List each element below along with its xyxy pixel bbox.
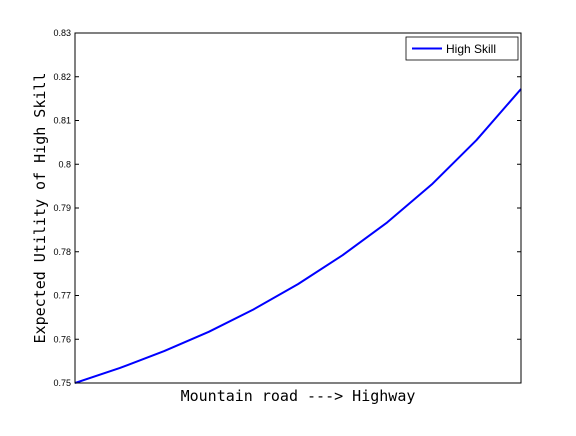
legend-box — [405, 36, 519, 61]
y-ticks: 0.75 0.76 0.77 0.78 0.79 0.8 0.81 0.82 0.83 — [53, 28, 521, 388]
y-tick-label: 0.77 — [53, 291, 71, 301]
y-tick-label: 0.82 — [53, 72, 71, 82]
plot-frame — [74, 32, 522, 384]
legend: High Skill — [405, 36, 519, 61]
y-tick-label: 0.8 — [58, 159, 71, 169]
y-tick-label: 0.75 — [53, 378, 71, 388]
series-line-high-skill — [74, 88, 522, 384]
y-tick-label: 0.81 — [53, 116, 71, 126]
x-axis-label: Mountain road ---> Highway — [181, 387, 416, 405]
y-tick-label: 0.76 — [53, 334, 71, 344]
y-tick-label: 0.79 — [53, 203, 71, 213]
y-tick-label: 0.78 — [53, 247, 71, 257]
y-tick-label: 0.83 — [53, 28, 71, 38]
series-layer — [74, 88, 522, 384]
y-axis-label: Expected Utility of High Skill — [31, 73, 49, 344]
legend-label: High Skill — [446, 42, 496, 56]
plot-area — [75, 33, 521, 383]
